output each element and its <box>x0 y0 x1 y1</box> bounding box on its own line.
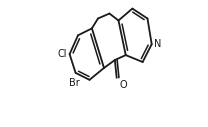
Text: Br: Br <box>69 78 80 88</box>
Text: O: O <box>119 80 127 90</box>
Text: Cl: Cl <box>58 49 67 59</box>
Text: N: N <box>154 39 162 49</box>
